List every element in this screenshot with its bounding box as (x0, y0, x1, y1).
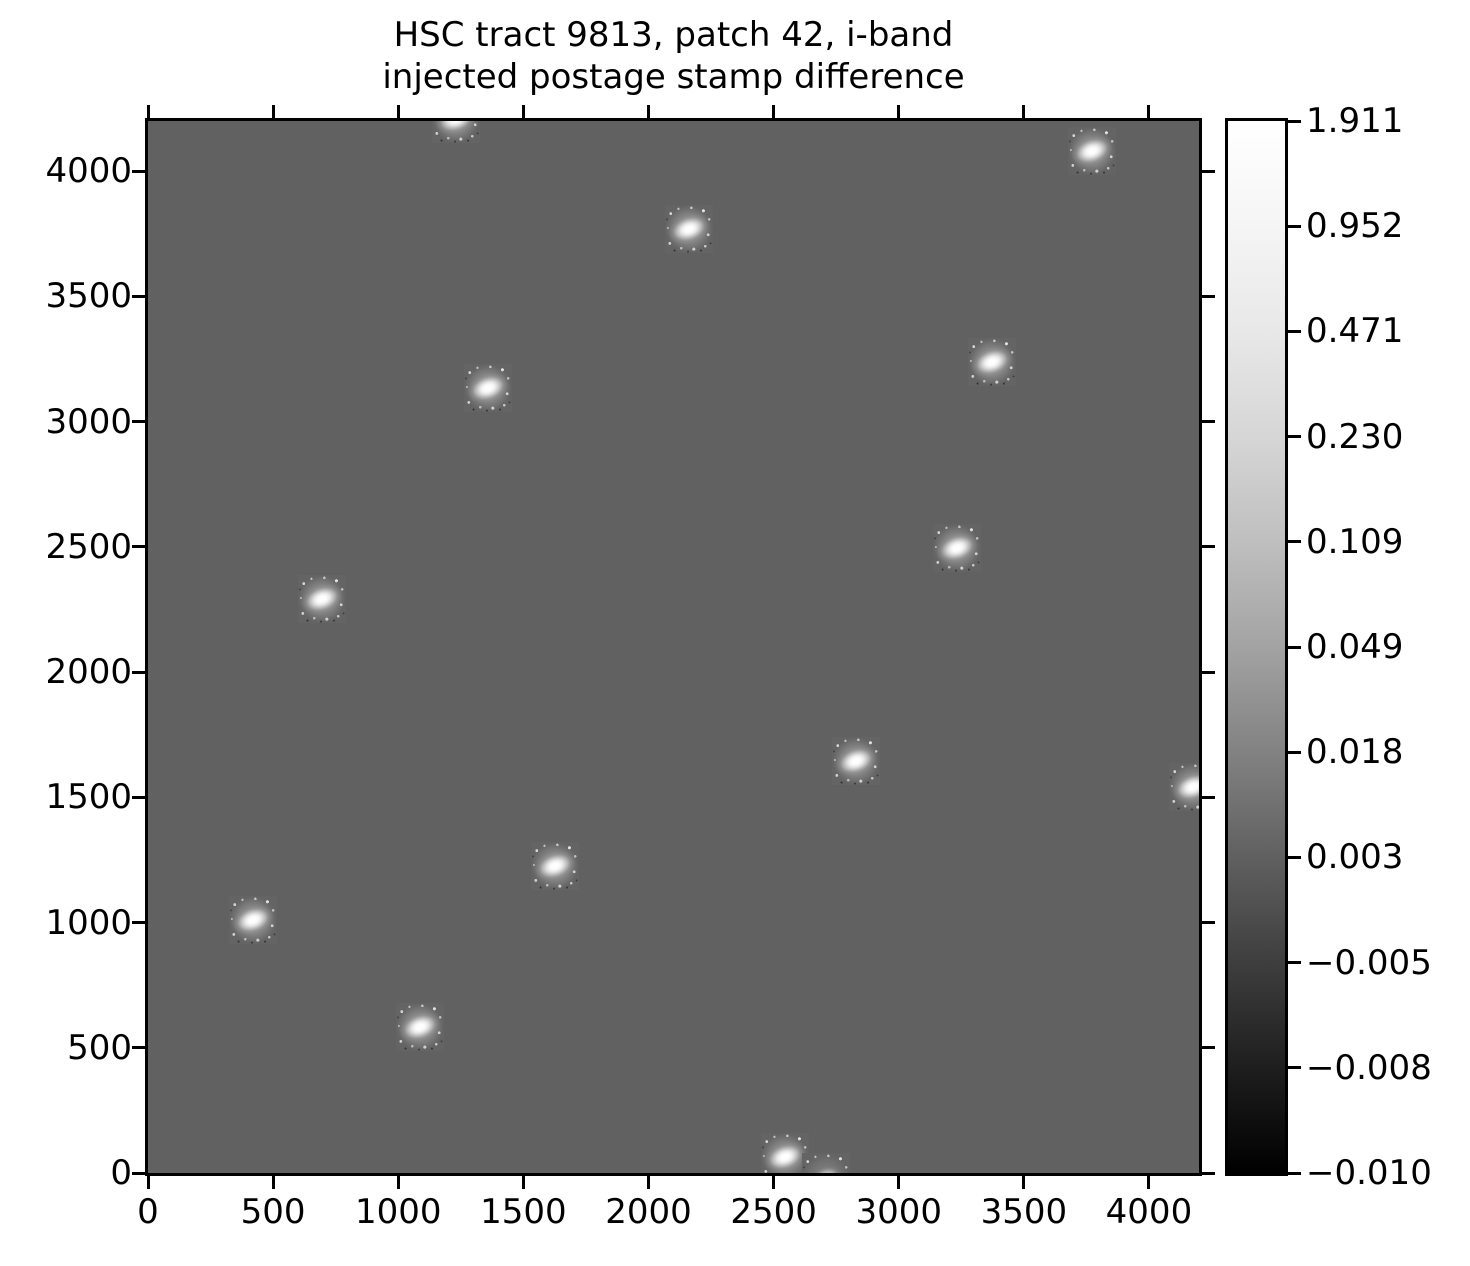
x-tick-label: 2500 (730, 1192, 817, 1232)
colorbar-tick (1288, 1066, 1301, 1070)
x-tick (646, 1176, 650, 1189)
y-tick-right (1202, 670, 1215, 674)
colorbar-tick-label: 0.230 (1306, 416, 1404, 457)
x-tick (396, 1176, 400, 1189)
x-tick-label: 1000 (354, 1192, 442, 1232)
y-tick-right (1202, 545, 1215, 549)
x-tick (146, 1176, 150, 1189)
colorbar-tick-label: 0.952 (1306, 206, 1404, 247)
galaxy-stamp (228, 895, 278, 944)
y-tick (132, 1171, 145, 1175)
y-tick-right (1202, 294, 1215, 298)
image-axes (145, 118, 1202, 1176)
x-tick-label: 4000 (1105, 1192, 1193, 1232)
x-tick-top (396, 105, 400, 118)
y-tick-label: 4000 (45, 151, 132, 192)
colorbar-tick (1288, 645, 1301, 649)
colorbar-tick-label: −0.005 (1306, 942, 1432, 983)
colorbar-tick-label: 0.018 (1306, 732, 1404, 773)
galaxy-stamp (760, 1132, 810, 1173)
y-tick-right (1202, 169, 1215, 173)
galaxy-stamp (463, 364, 513, 413)
y-tick-right (1202, 921, 1215, 925)
x-tick (1147, 1176, 1151, 1189)
x-tick-top (271, 105, 275, 118)
y-tick-label: 2500 (45, 526, 132, 567)
colorbar-tick (1288, 1171, 1301, 1175)
x-tick-label: 500 (240, 1192, 306, 1232)
y-tick-right (1202, 1171, 1215, 1175)
plot-title-line-2: injected postage stamp difference (382, 57, 965, 97)
colorbar (1225, 118, 1288, 1176)
colorbar-tick (1288, 961, 1301, 965)
y-tick (132, 921, 145, 925)
x-tick-top (646, 105, 650, 118)
colorbar-tick-label: 0.003 (1306, 837, 1404, 878)
x-tick (772, 1176, 776, 1189)
colorbar-tick (1288, 435, 1301, 439)
colorbar-tick-label: 0.471 (1306, 311, 1404, 352)
galaxy-stamp (664, 205, 714, 254)
y-tick-right (1202, 1046, 1215, 1050)
galaxy-stamp (1067, 127, 1117, 176)
y-tick-label: 500 (67, 1027, 132, 1068)
colorbar-tick-label: 0.049 (1306, 627, 1404, 667)
y-tick-label: 2000 (45, 652, 132, 693)
y-tick-label: 1500 (45, 777, 132, 818)
y-tick-label: 3000 (45, 401, 132, 442)
colorbar-tick (1288, 224, 1301, 228)
x-tick-label: 3500 (980, 1192, 1068, 1232)
y-tick (132, 169, 145, 173)
colorbar-tick-label: −0.010 (1306, 1153, 1432, 1193)
x-tick-label: 3000 (855, 1192, 942, 1232)
y-tick-right (1202, 420, 1215, 424)
x-tick (897, 1176, 901, 1189)
colorbar-tick-label: 1.911 (1306, 101, 1404, 141)
galaxy-stamp (932, 524, 982, 573)
y-tick-label: 3500 (45, 276, 132, 317)
y-tick-label: 0 (110, 1153, 132, 1193)
colorbar-tick-label: −0.008 (1306, 1047, 1432, 1088)
colorbar-tick (1288, 855, 1301, 859)
plot-title-line-1: HSC tract 9813, patch 42, i-band (393, 15, 954, 55)
x-tick (521, 1176, 525, 1189)
colorbar-tick (1288, 329, 1301, 333)
x-tick-top (1022, 105, 1026, 118)
galaxy-stamp (395, 1002, 445, 1051)
y-tick (132, 294, 145, 298)
colorbar-tick (1288, 750, 1301, 754)
x-tick-top (1147, 105, 1151, 118)
colorbar-tick-label: 0.109 (1306, 521, 1404, 562)
x-tick-label: 2000 (605, 1192, 692, 1232)
galaxy-stamp (802, 1152, 851, 1173)
x-tick-label: 0 (137, 1192, 159, 1232)
x-tick-top (521, 105, 525, 118)
y-tick (132, 545, 145, 549)
galaxy-stamp (297, 575, 347, 624)
x-tick-top (897, 105, 901, 118)
y-tick-right (1202, 795, 1215, 799)
galaxy-stamp (967, 338, 1017, 387)
x-tick (271, 1176, 275, 1189)
y-tick (132, 1046, 145, 1050)
colorbar-tick (1288, 540, 1301, 544)
y-tick (132, 670, 145, 674)
galaxy-stamp (831, 736, 881, 785)
x-tick-top (146, 105, 150, 118)
x-tick (1022, 1176, 1026, 1189)
x-tick-top (772, 105, 776, 118)
y-tick-label: 1000 (45, 902, 132, 943)
y-tick (132, 420, 145, 424)
x-tick-label: 1500 (480, 1192, 567, 1232)
galaxy-stamp (530, 841, 580, 890)
colorbar-tick (1288, 119, 1301, 123)
galaxy-stamp (431, 121, 481, 143)
galaxy-stamp (1168, 763, 1199, 812)
y-tick (132, 795, 145, 799)
